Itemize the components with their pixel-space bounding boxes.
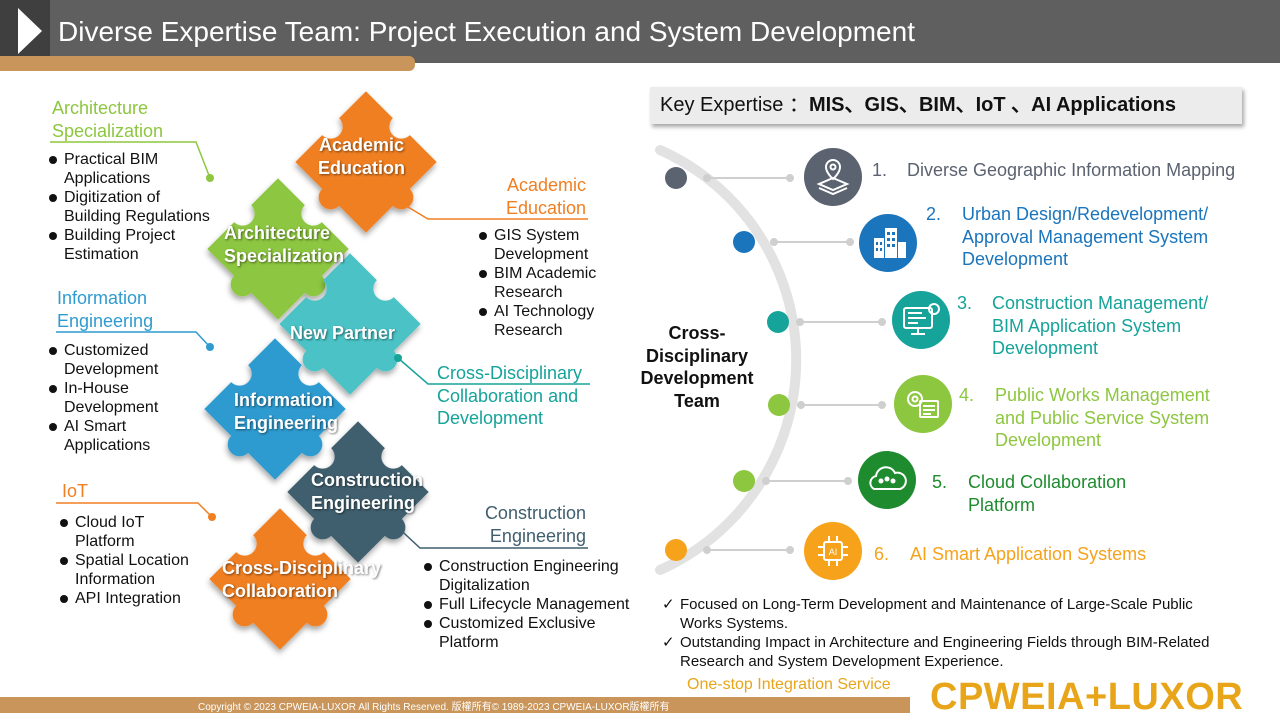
list-iot: Cloud IoT Platform Spatial Location Info… <box>59 513 189 608</box>
center-team-label: Cross- Disciplinary Development Team <box>640 323 754 411</box>
list-item: Cloud IoT Platform <box>59 513 189 551</box>
puzzle-piece-academic <box>295 91 437 233</box>
expertise-number-6: 6. <box>874 544 890 564</box>
expertise-text-1: Diverse Geographic Information Mapping <box>907 160 1236 180</box>
puzzle-label-architecture: Architecture Specialization <box>224 223 345 266</box>
gears-document-icon <box>894 375 952 433</box>
puzzle-label-information: Information Engineering <box>234 390 339 433</box>
key-expertise-box <box>650 87 1242 124</box>
group-title-construction: Construction Engineering <box>484 503 586 546</box>
monitor-gear-icon <box>892 291 950 349</box>
checklist-item: ✓ Outstanding Impact in Architecture and … <box>662 634 1210 670</box>
arc-dot-2 <box>733 231 755 253</box>
expertise-number-2: 2. <box>926 204 942 224</box>
puzzle-label-new-partner: New Partner <box>290 323 396 343</box>
expertise-number-3: 3. <box>957 293 973 313</box>
checklist: ✓ Focused on Long-Term Development and Ma… <box>662 595 1262 671</box>
list-item: In-House Development <box>48 379 158 417</box>
puzzle-piece-cross <box>209 508 351 650</box>
arc-dot-3 <box>767 311 789 333</box>
expertise-text-3: Construction Management/ BIM Application… <box>992 293 1209 358</box>
puzzle-graphic <box>204 91 437 650</box>
expertise-text-6: AI Smart Application Systems <box>910 544 1147 564</box>
check-icon: ✓ <box>662 596 675 613</box>
arc-dot-4 <box>768 394 790 416</box>
key-expertise-value: MIS、GIS、BIM、IoT 、AI Applications <box>808 94 1176 116</box>
puzzle-piece-new-partner <box>279 253 421 395</box>
group-title-architecture: Architecture Specialization <box>52 98 164 141</box>
expertise-text-2: Urban Design/Redevelopment/ Approval Man… <box>962 204 1209 269</box>
ai-chip-icon: AI <box>804 522 862 580</box>
list-academic: GIS System Development BIM Academic Rese… <box>478 226 596 340</box>
puzzle-label-academic: Academic Education <box>318 135 406 178</box>
title-bar <box>0 0 1280 63</box>
group-title-information: Information Engineering <box>57 288 154 331</box>
list-item: Customized Development <box>48 341 158 379</box>
group-title-iot: IoT <box>62 481 89 501</box>
chevron-right-icon <box>18 8 42 54</box>
slogan-text: One-stop Integration Service <box>687 676 891 693</box>
expertise-number-4: 4. <box>959 385 975 405</box>
expertise-number-1: 1. <box>872 160 888 180</box>
list-item: Building Project Estimation <box>48 226 210 264</box>
title-underline <box>0 56 415 71</box>
arc-dot-1 <box>665 167 687 189</box>
puzzle-label-cross: Cross-Disciplinary Collaboration <box>222 558 382 601</box>
puzzle-label-construction: Construction Engineering <box>311 470 423 513</box>
list-information: Customized Development In-House Developm… <box>48 341 158 455</box>
puzzle-piece-construction <box>287 421 429 563</box>
copyright-text: Copyright © 2023 CPWEIA-LUXOR All Rights… <box>198 702 670 713</box>
list-item: AI Technology Research <box>478 302 596 340</box>
list-item: BIM Academic Research <box>478 264 596 302</box>
list-item: API Integration <box>59 589 189 608</box>
company-logo: CPWEIA+LUXOR <box>930 676 1244 718</box>
arc-dot-6 <box>665 539 687 561</box>
footer-bar <box>0 697 910 713</box>
list-item: Customized Exclusive Platform <box>423 614 629 652</box>
expertise-number-5: 5. <box>932 472 948 492</box>
arc-dot-5 <box>733 470 755 492</box>
list-item: Construction Engineering Digitalization <box>423 557 629 595</box>
list-item: Full Lifecycle Management <box>423 595 629 614</box>
checklist-item: ✓ Focused on Long-Term Development and Ma… <box>662 596 1193 632</box>
group-title-academic: Academic Education <box>505 175 586 218</box>
svg-text:AI: AI <box>829 547 838 557</box>
check-icon: ✓ <box>662 634 675 651</box>
list-item: GIS System Development <box>478 226 596 264</box>
key-expertise-text: Key Expertise ：MIS、GIS、BIM、IoT 、AI Appli… <box>660 93 1176 118</box>
expertise-arc <box>655 145 802 575</box>
expertise-text-5: Cloud Collaboration Platform <box>968 472 1127 515</box>
puzzle-piece-architecture <box>207 178 349 320</box>
list-item: Practical BIM Applications <box>48 150 210 188</box>
group-title-cross: Cross-Disciplinary Collaboration and Dev… <box>437 363 583 428</box>
list-architecture: Practical BIM Applications Digitization … <box>48 150 210 264</box>
buildings-icon <box>859 214 917 272</box>
map-layers-icon <box>804 148 862 206</box>
page-title: Diverse Expertise Team: Project Executio… <box>58 16 915 47</box>
list-item: Digitization of Building Regulations <box>48 188 210 226</box>
key-expertise-label: Key Expertise ： <box>660 94 809 116</box>
list-construction: Construction Engineering Digitalization … <box>423 557 629 652</box>
list-item: AI Smart Applications <box>48 417 158 455</box>
header-arrow-block <box>0 0 50 63</box>
puzzle-piece-information <box>204 338 346 480</box>
cloud-people-icon <box>858 451 916 509</box>
list-item: Spatial Location Information <box>59 551 189 589</box>
expertise-text-4: Public Works Management and Public Servi… <box>995 385 1210 450</box>
